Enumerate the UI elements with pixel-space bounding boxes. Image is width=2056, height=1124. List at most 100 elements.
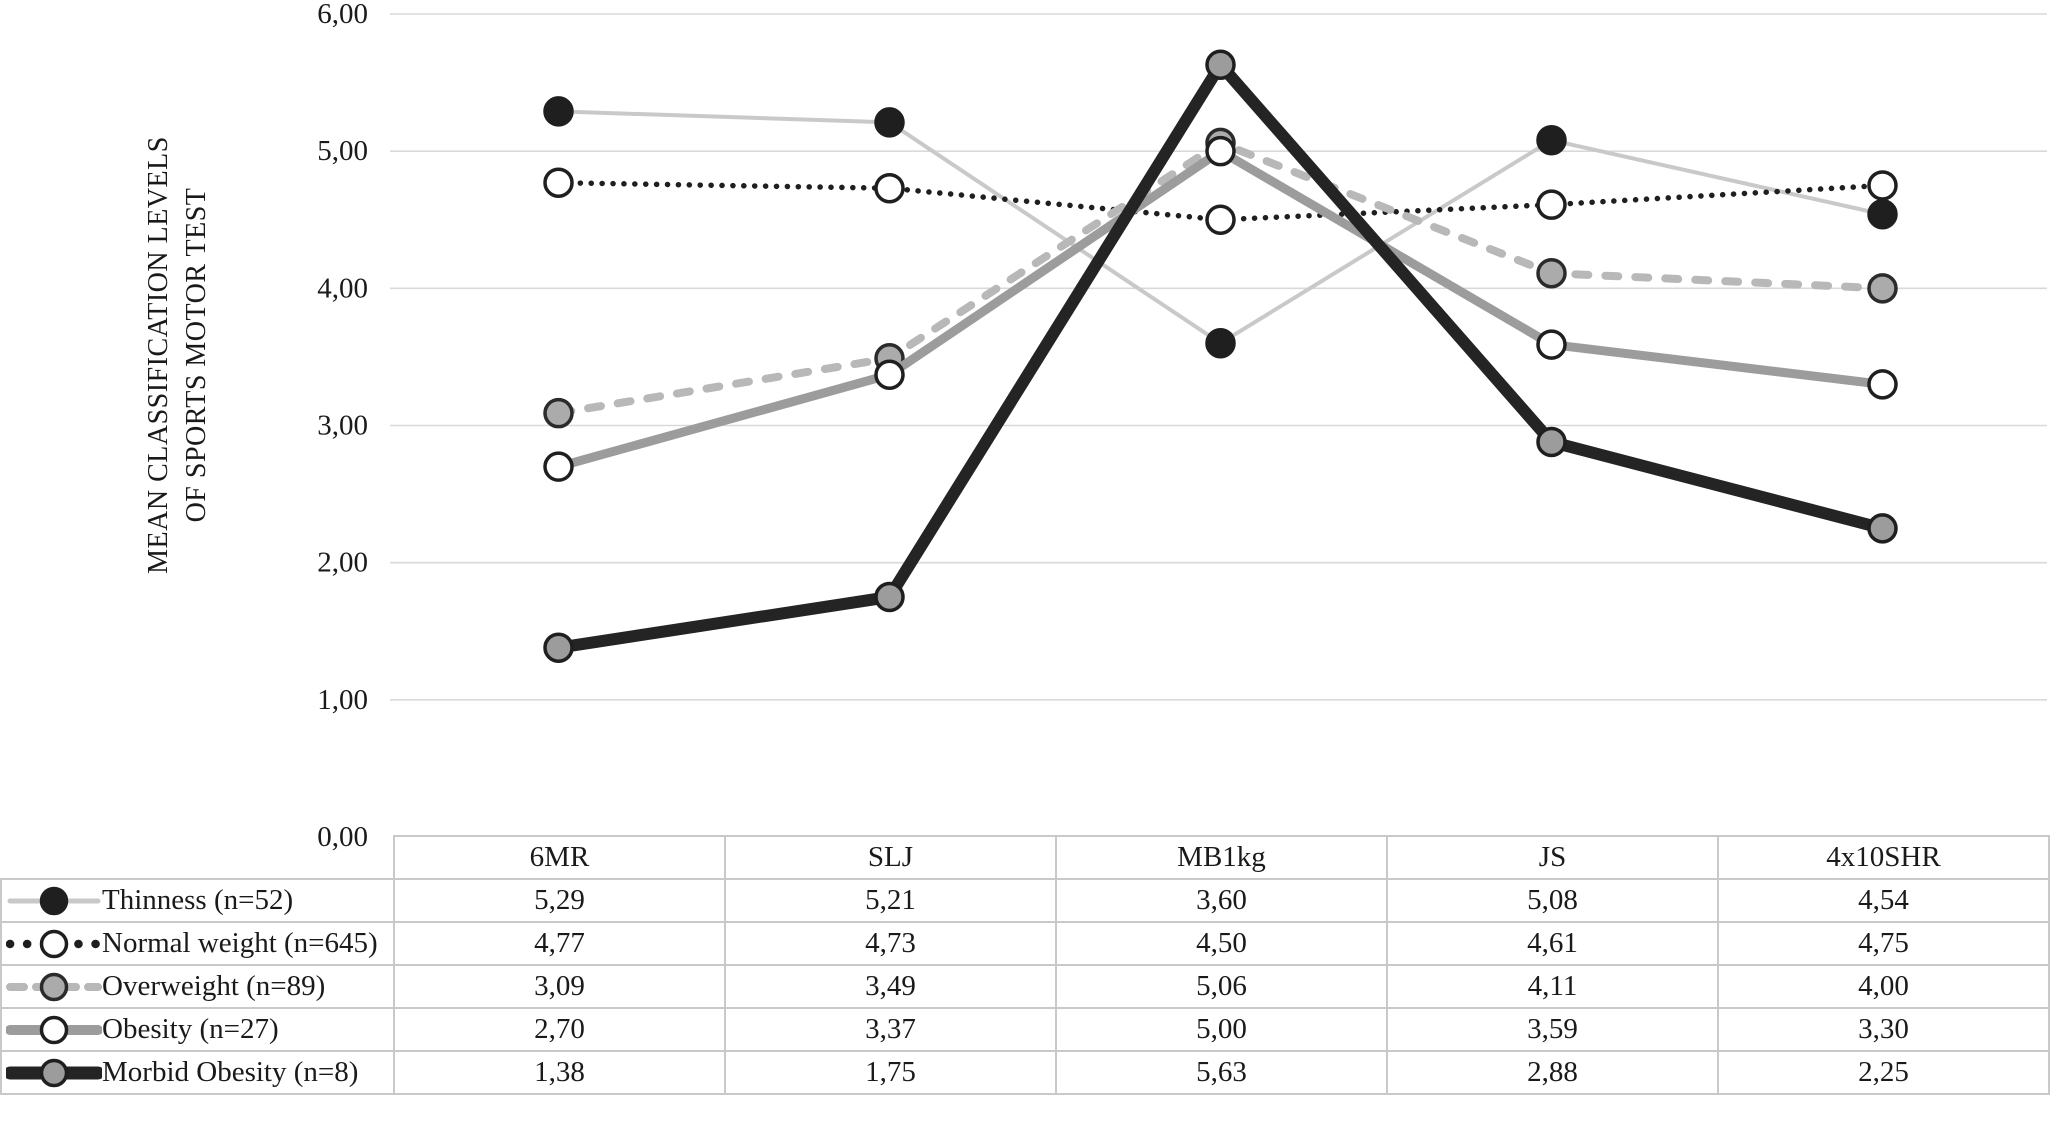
data-point-marker (1205, 127, 1236, 159)
data-point-marker (1867, 199, 1898, 230)
data-point-marker (1205, 204, 1236, 235)
y-tick-label: 2,00 (317, 547, 368, 579)
legend-marker (39, 886, 69, 915)
data-point-marker (874, 359, 905, 390)
value-cell: 5,00 (1055, 1007, 1388, 1052)
data-point-marker (543, 167, 574, 198)
legend-label: Obesity (n=27) (102, 1013, 279, 1045)
legend-cell: Overweight (n=89) (0, 964, 395, 1009)
value-cell: 2,70 (393, 1007, 726, 1052)
data-point-marker (1867, 170, 1898, 201)
value-cell: 3,30 (1717, 1007, 2050, 1052)
y-tick-label: 6,00 (317, 0, 368, 30)
series-line-2 (554, 138, 1887, 418)
legend-marker (39, 972, 69, 1001)
legend-entry: Overweight (n=89) (3, 967, 392, 1006)
table-row: Overweight (n=89) 3,09 3,49 5,06 4,11 4,00 (0, 964, 2050, 1009)
value-cell: 5,08 (1386, 878, 1719, 923)
legend-marker (39, 1058, 69, 1087)
value-cell: 5,21 (724, 878, 1057, 923)
data-point-marker (874, 343, 905, 374)
data-point-marker (874, 172, 905, 204)
table-corner-blank (1, 836, 394, 879)
value-cell: 3,49 (724, 964, 1057, 1009)
y-tick-label: 3,00 (317, 410, 368, 442)
y-axis-title: MEAN CLASSIFICATION LEVELS OF SPORTS MOT… (140, 105, 216, 605)
gridlines (390, 13, 2047, 701)
value-cell: 3,37 (724, 1007, 1057, 1052)
data-point-marker (1205, 49, 1236, 81)
data-point-marker (1205, 327, 1236, 359)
value-cell: 4,73 (724, 921, 1057, 966)
value-cell: 4,54 (1717, 878, 2050, 923)
legend-marker (39, 929, 69, 958)
data-point-marker (1536, 329, 1567, 360)
data-point-marker (1536, 426, 1567, 458)
legend-entry: Morbid Obesity (n=8) (3, 1053, 392, 1092)
table-row: Morbid Obesity (n=8) 1,38 1,75 5,63 2,88 2,25 (0, 1050, 2050, 1095)
value-cell: 5,06 (1055, 964, 1388, 1009)
legend-sample-icon (6, 929, 102, 958)
legend-cell: Obesity (n=27) (0, 1007, 395, 1052)
column-header: 4x10SHR (1717, 835, 2050, 880)
data-point-marker (874, 581, 905, 613)
value-cell: 4,75 (1717, 921, 2050, 966)
legend-sample-icon (7, 886, 101, 915)
series-line-0 (556, 109, 1885, 346)
data-point-marker (874, 107, 905, 138)
data-point-marker (1536, 189, 1567, 220)
column-header: MB1kg (1055, 835, 1388, 880)
value-cell: 4,00 (1717, 964, 2050, 1009)
legend-cell: Morbid Obesity (n=8) (0, 1050, 395, 1095)
data-point-marker (543, 632, 574, 663)
column-header: JS (1386, 835, 1719, 880)
y-tick-label: 5,00 (317, 135, 368, 167)
y-axis-title-line1: MEAN CLASSIFICATION LEVELS (143, 136, 174, 574)
value-cell: 5,63 (1055, 1050, 1388, 1095)
table-header-row: 6MR SLJ MB1kg JS 4x10SHR (1, 835, 2050, 880)
data-point-marker (1867, 369, 1898, 400)
value-cell: 4,11 (1386, 964, 1719, 1009)
value-cell: 1,38 (393, 1050, 726, 1095)
legend-sample-icon (6, 1058, 102, 1087)
legend-marker (39, 1015, 69, 1044)
series-line-3 (554, 146, 1887, 472)
data-point-marker (543, 397, 574, 429)
data-point-marker (1867, 513, 1898, 544)
legend-cell: Thinness (n=52) (0, 878, 395, 923)
data-point-marker (543, 451, 574, 482)
series-line-4 (552, 58, 1889, 654)
data-point-marker (1867, 273, 1898, 304)
series-1 (543, 167, 1898, 235)
legend-label: Overweight (n=89) (102, 970, 326, 1002)
series-0 (543, 96, 1898, 359)
y-tick-labels: 0,001,002,003,004,005,006,00 (317, 0, 368, 853)
legend-entry: Thinness (n=52) (3, 881, 392, 920)
legend-label: Thinness (n=52) (102, 884, 294, 916)
value-cell: 3,60 (1055, 878, 1388, 923)
y-axis-title-line2: OF SPORTS MOTOR TEST (181, 187, 212, 523)
series-2 (543, 127, 1898, 429)
value-cell: 4,77 (393, 921, 726, 966)
data-point-marker (1536, 257, 1567, 289)
value-cell: 3,09 (393, 964, 726, 1009)
legend-entry: Obesity (n=27) (3, 1010, 392, 1049)
data-point-marker (1205, 135, 1236, 167)
series-3 (543, 135, 1898, 482)
legend-sample-icon (6, 1015, 102, 1044)
value-cell: 4,61 (1386, 921, 1719, 966)
value-cell: 2,88 (1386, 1050, 1719, 1095)
series-4 (543, 49, 1898, 663)
legend-label: Morbid Obesity (n=8) (102, 1056, 359, 1088)
column-header: 6MR (393, 835, 726, 880)
y-tick-label: 1,00 (317, 684, 368, 716)
legend-cell: Normal weight (n=645) (0, 921, 395, 966)
y-tick-label: 4,00 (317, 272, 368, 304)
value-cell: 4,50 (1055, 921, 1388, 966)
legend-label: Normal weight (n=645) (102, 927, 378, 959)
data-point-marker (1536, 124, 1567, 156)
data-table: 6MR SLJ MB1kg JS 4x10SHR Thinness (n=52) 5,29 5… (0, 835, 2050, 1095)
table-row: Obesity (n=27) 2,70 3,37 5,00 3,59 3,30 (0, 1007, 2050, 1052)
legend-sample-icon (6, 972, 102, 1001)
